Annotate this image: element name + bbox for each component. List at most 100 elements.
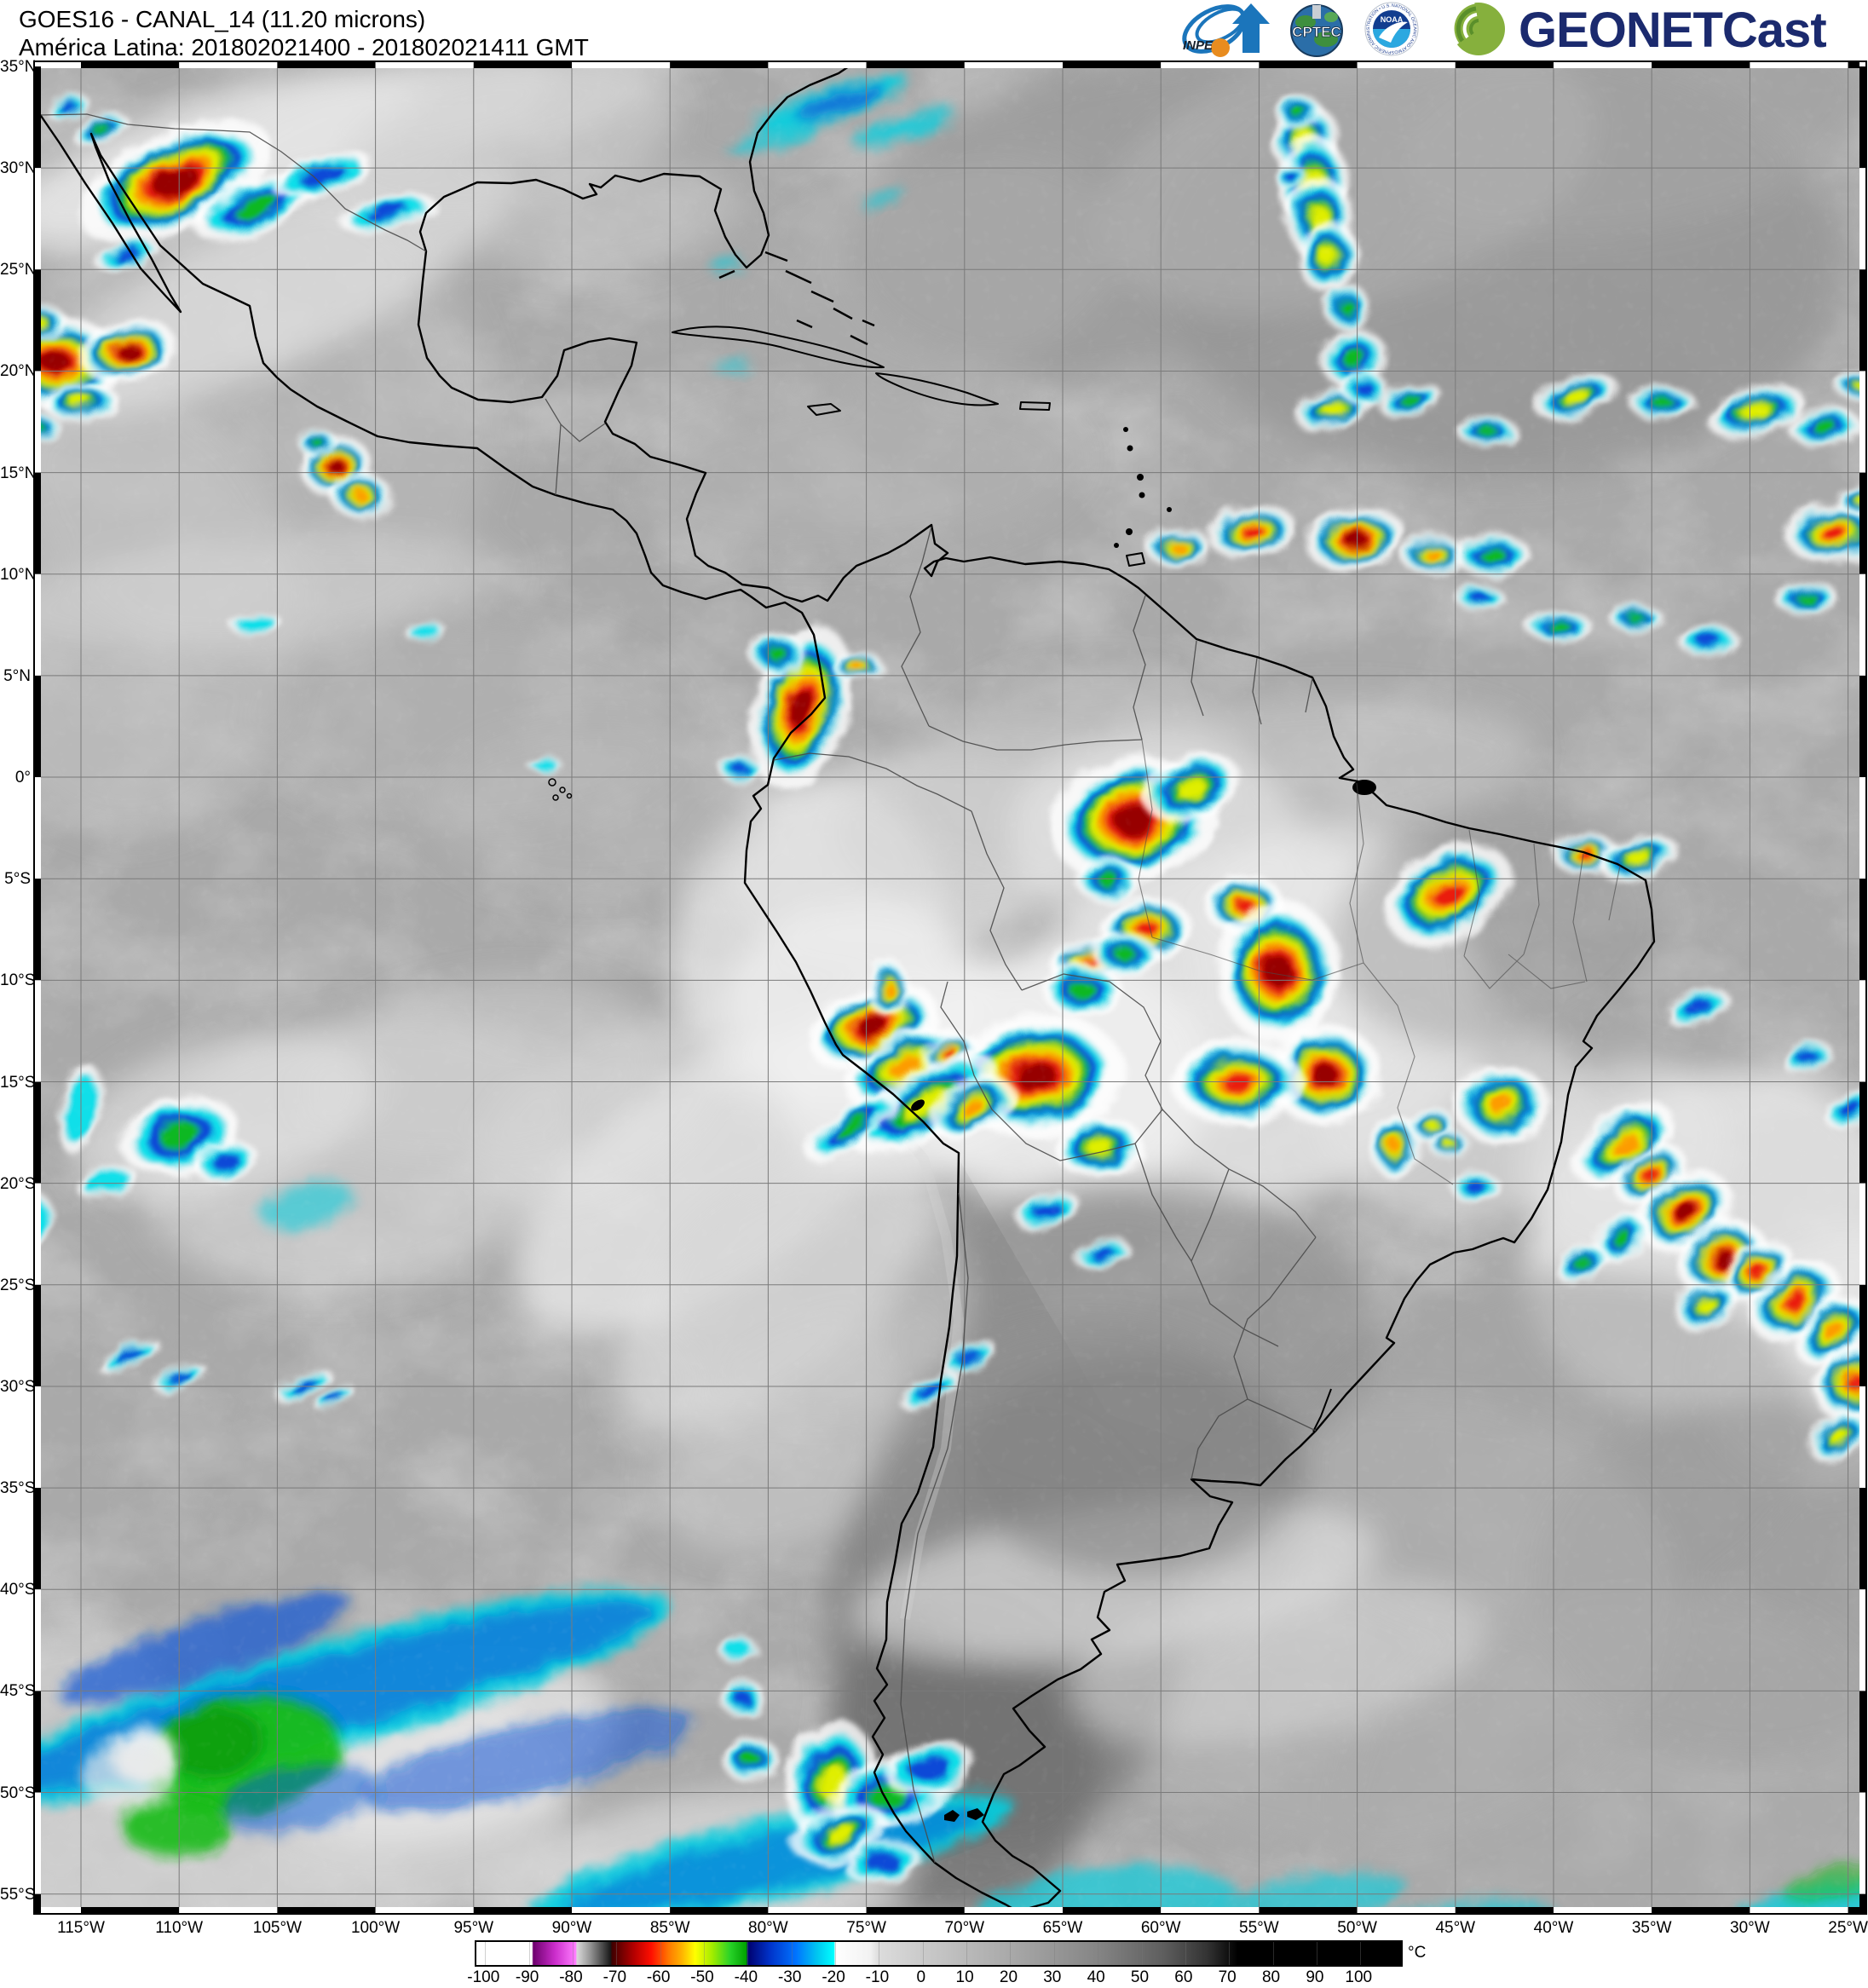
colorbar-separator: [1185, 1942, 1186, 1965]
coastline-jamaica: [807, 403, 841, 416]
lon-axis-label: 50°W: [1337, 1919, 1377, 1937]
colorbar-separator: [791, 1942, 793, 1965]
lon-axis-label: 85°W: [649, 1919, 690, 1937]
lon-axis-label: 80°W: [748, 1919, 788, 1937]
lat-axis-label: 25°N: [0, 261, 37, 279]
lon-axis-label: 35°W: [1631, 1919, 1672, 1937]
lat-axis-label: 30°S: [0, 1377, 36, 1396]
title-line-2: América Latina: 201802021400 - 201802021…: [19, 34, 589, 61]
cptec-logo: CPTEC: [1290, 4, 1343, 57]
colorbar-separator: [922, 1942, 924, 1965]
falkland-islands: [944, 1808, 984, 1822]
lon-axis-label: 105°W: [252, 1919, 302, 1937]
colorbar-separator: [1360, 1942, 1362, 1965]
lat-axis-label: 35°S: [0, 1479, 36, 1498]
lon-axis-label: 60°W: [1140, 1919, 1181, 1937]
geonetcast-shell-icon: [1450, 0, 1505, 55]
galapagos-islands: [548, 778, 573, 801]
lon-axis-label: 40°W: [1533, 1919, 1574, 1937]
lat-axis-label: 10°N: [0, 565, 37, 584]
lon-axis-label: 75°W: [846, 1919, 886, 1937]
coastline-hispaniola: [875, 372, 999, 406]
lon-axis-label: 90°W: [551, 1919, 592, 1937]
colorbar-tick-label: 20: [999, 1968, 1018, 1986]
lat-axis-label: 15°N: [0, 464, 37, 482]
colorbar-tick-label: -10: [865, 1968, 890, 1986]
colorbar-separator: [704, 1942, 705, 1965]
map-neatline-border: [34, 61, 1866, 1914]
colorbar-tick-label: 80: [1261, 1968, 1281, 1986]
lat-axis-label: 20°S: [0, 1174, 36, 1193]
map-frame: [33, 61, 1867, 1915]
colorbar-separator: [747, 1942, 749, 1965]
inpe-label: INPE: [1183, 38, 1214, 53]
noaa-bird-icon: [1379, 21, 1408, 43]
colorbar-separator: [572, 1942, 574, 1965]
colorbar-tick-label: 90: [1306, 1968, 1324, 1986]
lon-axis-label: 65°W: [1042, 1919, 1083, 1937]
colorbar-separator: [1229, 1942, 1231, 1965]
lat-axis-label: 10°S: [0, 971, 36, 990]
coastline-bahamas: [718, 251, 875, 346]
colorbar-separator: [485, 1942, 487, 1965]
colorbar-tick-label: 60: [1174, 1968, 1193, 1986]
marajo-island: [1352, 780, 1376, 795]
colorbar-separator: [1053, 1942, 1055, 1965]
colorbar-tick-label: -100: [467, 1968, 500, 1986]
colorbar-tick-label: -70: [602, 1968, 627, 1986]
title-line-1: GOES16 - CANAL_14 (11.20 microns): [19, 6, 426, 32]
page-title: GOES16 - CANAL_14 (11.20 microns) Améric…: [19, 5, 589, 61]
lat-axis-label: 5°S: [4, 870, 31, 889]
lon-axis-label: 115°W: [57, 1919, 105, 1937]
colorbar-separator: [616, 1942, 618, 1965]
colorbar-tick-label: 100: [1345, 1968, 1373, 1986]
colorbar-tick-label: -80: [559, 1968, 583, 1986]
colorbar-tick-label: -90: [515, 1968, 539, 1986]
colorbar-separator: [1010, 1942, 1012, 1965]
coastline-pacific: [34, 108, 1018, 1913]
colorbar-unit-label: °C: [1408, 1944, 1427, 1962]
lon-axis-label: 45°W: [1435, 1919, 1476, 1937]
lon-axis-label: 95°W: [453, 1919, 494, 1937]
colorbar-separator: [660, 1942, 661, 1965]
lon-axis-label: 100°W: [350, 1919, 401, 1937]
colorbar-tick-label: -50: [690, 1968, 714, 1986]
graticule: [34, 61, 1866, 1914]
colorbar-separator: [528, 1942, 530, 1965]
lat-axis-label: 0°: [14, 769, 31, 787]
lon-axis-label: 55°W: [1239, 1919, 1279, 1937]
coastline-lagoa-dos-patos: [1312, 1388, 1332, 1432]
inpe-logo: INPE: [1182, 3, 1270, 57]
lat-axis-label: 35°N: [0, 58, 37, 76]
colorbar-tick-label: -60: [646, 1968, 671, 1986]
geonetcast-label: GEONETCast: [1519, 3, 1827, 58]
lat-axis-label: 15°S: [0, 1073, 36, 1092]
colorbar-tick-label: -40: [734, 1968, 758, 1986]
logo-strip: INPE CPTEC NATIONAL OCEANIC AND ATMOSPHE…: [1174, 0, 1868, 58]
coastline-puerto-rico: [1019, 401, 1051, 411]
coastline-cuba: [672, 326, 885, 369]
coastline-trinidad: [1126, 552, 1145, 567]
lon-axis-label: 25°W: [1828, 1919, 1868, 1937]
colorbar-separator: [1272, 1942, 1274, 1965]
colorbar-tick-label: 40: [1087, 1968, 1105, 1986]
coastline-atlantic: [417, 61, 1656, 1913]
colorbar-tick-label: -20: [822, 1968, 845, 1986]
country-borders: [38, 113, 1621, 1864]
colorbar-tick-label: 70: [1218, 1968, 1237, 1986]
coastline-paths: [34, 61, 1656, 1913]
lon-axis-label: 110°W: [155, 1919, 204, 1937]
lon-axis-label: 70°W: [944, 1919, 985, 1937]
island-dots: [548, 427, 1376, 1822]
inpe-orange-dot: [1211, 38, 1230, 57]
lake-titicaca: [911, 1099, 925, 1111]
inpe-arrow-icon: [1232, 3, 1270, 53]
colorbar-tick-label: 0: [916, 1968, 926, 1986]
noaa-label: NOAA: [1381, 15, 1404, 24]
lon-axis-label: 30°W: [1730, 1919, 1770, 1937]
lat-axis-label: 45°S: [0, 1682, 36, 1701]
colorbar: [475, 1940, 1403, 1967]
cptec-label: CPTEC: [1292, 24, 1341, 40]
colorbar-separator: [966, 1942, 968, 1965]
